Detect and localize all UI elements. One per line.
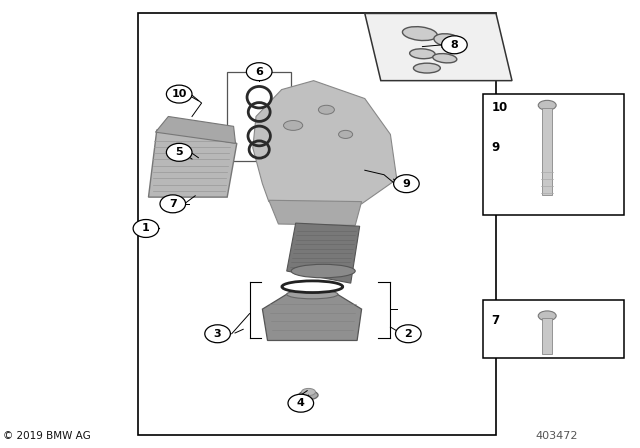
Ellipse shape [434, 34, 462, 47]
Circle shape [166, 85, 192, 103]
Circle shape [288, 394, 314, 412]
Bar [542, 108, 552, 195]
Text: © 2019 BMW AG: © 2019 BMW AG [3, 431, 91, 441]
Ellipse shape [301, 388, 316, 396]
Polygon shape [365, 13, 512, 81]
Ellipse shape [339, 130, 353, 138]
Text: 6: 6 [255, 67, 263, 77]
Bar [483, 94, 624, 215]
Ellipse shape [538, 311, 556, 321]
Ellipse shape [410, 49, 435, 59]
Polygon shape [156, 116, 236, 143]
Bar [483, 300, 624, 358]
Text: 403472: 403472 [536, 431, 578, 441]
Polygon shape [148, 130, 237, 197]
Polygon shape [253, 81, 397, 204]
Circle shape [160, 195, 186, 213]
Circle shape [166, 143, 192, 161]
Ellipse shape [299, 391, 318, 400]
Bar [227, 72, 291, 161]
Bar [138, 13, 496, 435]
Text: 7: 7 [169, 199, 177, 209]
Ellipse shape [413, 63, 440, 73]
Circle shape [133, 220, 159, 237]
Text: 4: 4 [297, 398, 305, 408]
Text: 10: 10 [492, 101, 508, 114]
Polygon shape [287, 223, 360, 283]
Text: 7: 7 [492, 314, 500, 327]
Bar [542, 318, 552, 354]
Circle shape [442, 36, 467, 54]
Polygon shape [262, 293, 362, 340]
Text: 10: 10 [172, 89, 187, 99]
Text: 3: 3 [214, 329, 221, 339]
Circle shape [396, 325, 421, 343]
Ellipse shape [433, 54, 457, 63]
Ellipse shape [538, 100, 556, 110]
Ellipse shape [282, 281, 343, 293]
Ellipse shape [291, 264, 355, 278]
Ellipse shape [403, 26, 437, 41]
Text: 5: 5 [175, 147, 183, 157]
Polygon shape [269, 200, 362, 225]
Circle shape [246, 63, 272, 81]
Text: 9: 9 [492, 141, 500, 155]
Text: 1: 1 [142, 224, 150, 233]
Ellipse shape [319, 105, 334, 114]
Circle shape [205, 325, 230, 343]
Text: 9: 9 [403, 179, 410, 189]
Circle shape [394, 175, 419, 193]
Text: 8: 8 [451, 40, 458, 50]
Text: 2: 2 [404, 329, 412, 339]
Ellipse shape [284, 121, 303, 130]
Ellipse shape [287, 290, 338, 299]
